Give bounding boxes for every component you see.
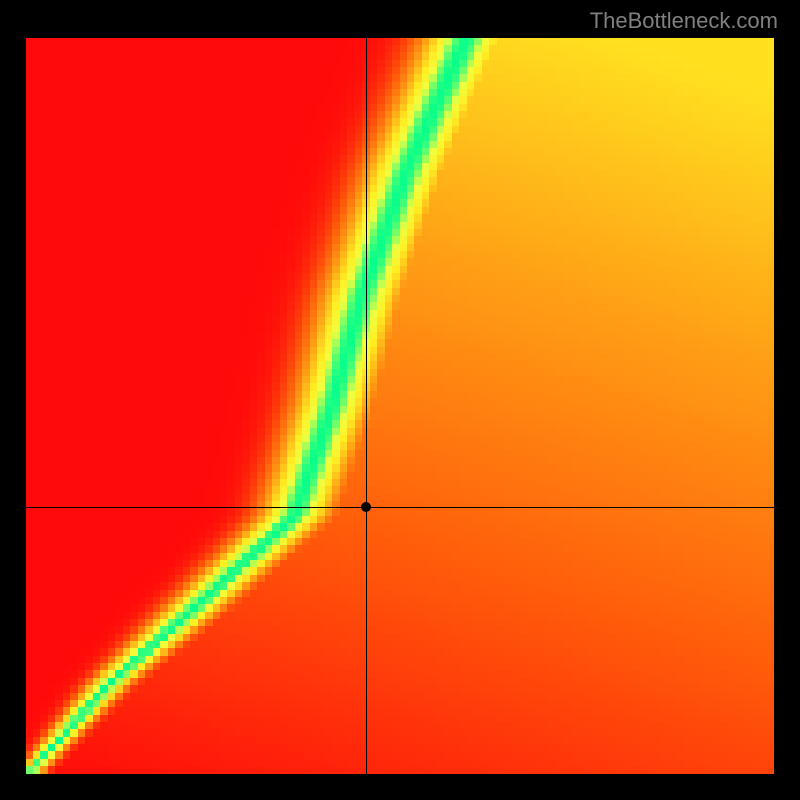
- crosshair-horizontal: [26, 507, 774, 508]
- watermark-text: TheBottleneck.com: [590, 8, 778, 34]
- chart-container: TheBottleneck.com: [0, 0, 800, 800]
- heatmap-canvas: [26, 38, 774, 774]
- heatmap-plot: [26, 38, 774, 774]
- crosshair-vertical: [366, 38, 367, 774]
- marker-dot: [361, 502, 371, 512]
